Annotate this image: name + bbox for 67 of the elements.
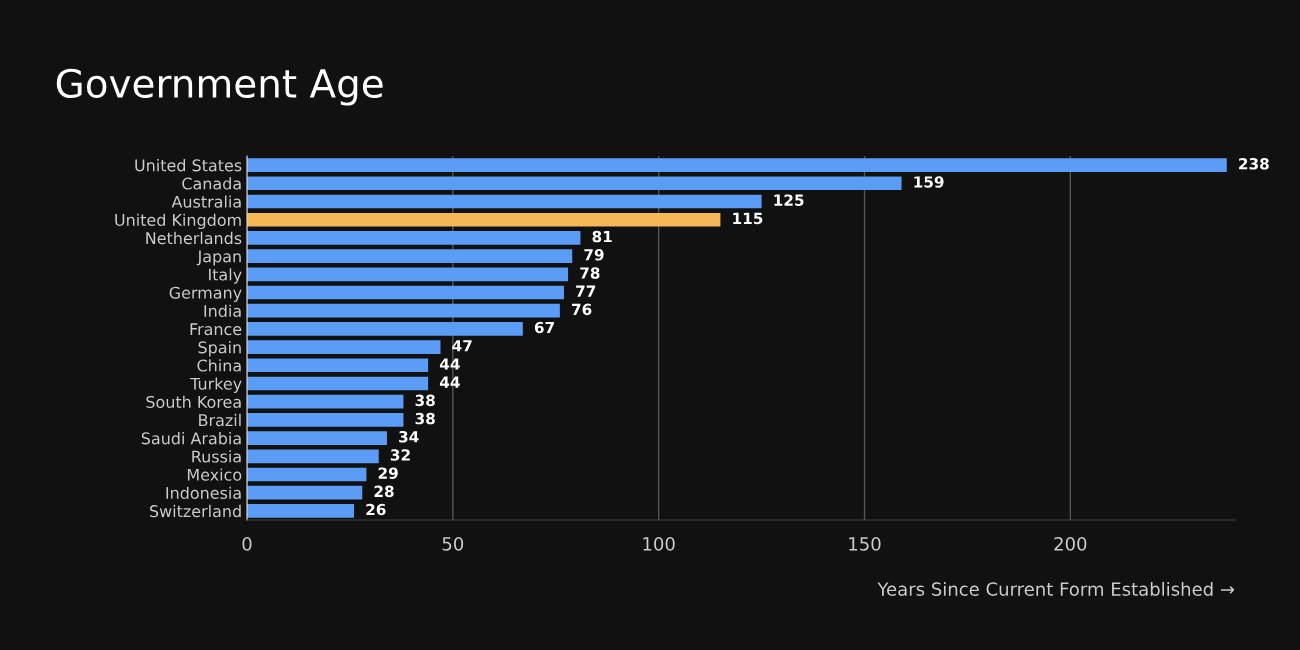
bar bbox=[247, 376, 429, 391]
x-tick-label: 200 bbox=[1054, 536, 1087, 551]
bar bbox=[247, 194, 762, 209]
y-tick-label: Netherlands bbox=[146, 231, 242, 245]
y-tick-label: Spain bbox=[198, 341, 241, 357]
y-tick-label: China bbox=[197, 359, 241, 372]
y-tick-label: Indonesia bbox=[166, 486, 241, 499]
y-tick-label: France bbox=[190, 323, 242, 336]
bar bbox=[247, 431, 387, 445]
data-label: 77 bbox=[576, 285, 596, 297]
x-tick-label: 50 bbox=[442, 536, 464, 551]
data-label: 26 bbox=[366, 503, 386, 516]
bar bbox=[247, 303, 560, 318]
y-tick-label: Italy bbox=[209, 268, 242, 284]
x-tick-label: 100 bbox=[643, 536, 675, 551]
data-label: 238 bbox=[1239, 157, 1269, 170]
data-label: 38 bbox=[415, 412, 435, 425]
data-label: 79 bbox=[584, 248, 604, 261]
bar bbox=[247, 231, 581, 245]
x-axis-title: Years Since Current Form Established → bbox=[877, 581, 1235, 596]
y-tick-label: Switzerland bbox=[150, 504, 241, 518]
data-label: 67 bbox=[534, 321, 554, 334]
bar bbox=[247, 267, 569, 282]
bar bbox=[247, 322, 523, 336]
data-label: 76 bbox=[572, 303, 592, 316]
y-tick-label: Turkey bbox=[190, 377, 242, 393]
y-tick-label: Brazil bbox=[199, 413, 241, 427]
y-tick-label: Japan bbox=[196, 250, 241, 266]
bar bbox=[247, 358, 429, 373]
data-label: 78 bbox=[580, 267, 600, 279]
data-label: 28 bbox=[374, 485, 394, 498]
bar bbox=[247, 485, 363, 500]
y-tick-label: Mexico bbox=[187, 468, 242, 481]
data-label: 32 bbox=[390, 449, 410, 461]
bar bbox=[247, 285, 564, 300]
y-tick-label: Saudi Arabia bbox=[141, 432, 241, 445]
bar bbox=[247, 176, 902, 191]
y-tick-label: United Kingdom bbox=[115, 213, 241, 230]
bar bbox=[247, 504, 355, 518]
bar bbox=[247, 413, 404, 427]
data-label: 81 bbox=[592, 230, 612, 243]
y-tick-label: Germany bbox=[169, 286, 242, 302]
y-tick-label: Australia bbox=[171, 195, 241, 208]
x-tick-label: 0 bbox=[242, 536, 252, 551]
data-label: 125 bbox=[774, 194, 804, 206]
y-tick-label: Canada bbox=[182, 177, 241, 190]
y-tick-label: Russia bbox=[192, 450, 241, 463]
data-label: 34 bbox=[399, 430, 419, 443]
y-tick-label: India bbox=[204, 304, 241, 317]
data-label: 44 bbox=[439, 358, 460, 370]
chart-title: Government Age bbox=[56, 68, 383, 106]
bar bbox=[247, 340, 441, 354]
y-tick-label: South Korea bbox=[146, 395, 241, 408]
bar bbox=[247, 394, 404, 409]
data-label: 159 bbox=[914, 176, 944, 188]
bar bbox=[247, 158, 1227, 172]
data-label: 115 bbox=[733, 212, 763, 225]
bar bbox=[247, 467, 367, 482]
data-label: 29 bbox=[378, 467, 398, 479]
data-label: 44 bbox=[439, 376, 460, 388]
bar bbox=[247, 449, 379, 464]
x-tick-label: 150 bbox=[849, 536, 881, 551]
data-label: 38 bbox=[415, 394, 435, 407]
y-tick-label: United States bbox=[135, 159, 242, 172]
bar bbox=[247, 212, 721, 227]
data-label: 47 bbox=[452, 340, 472, 352]
bar bbox=[247, 249, 573, 263]
